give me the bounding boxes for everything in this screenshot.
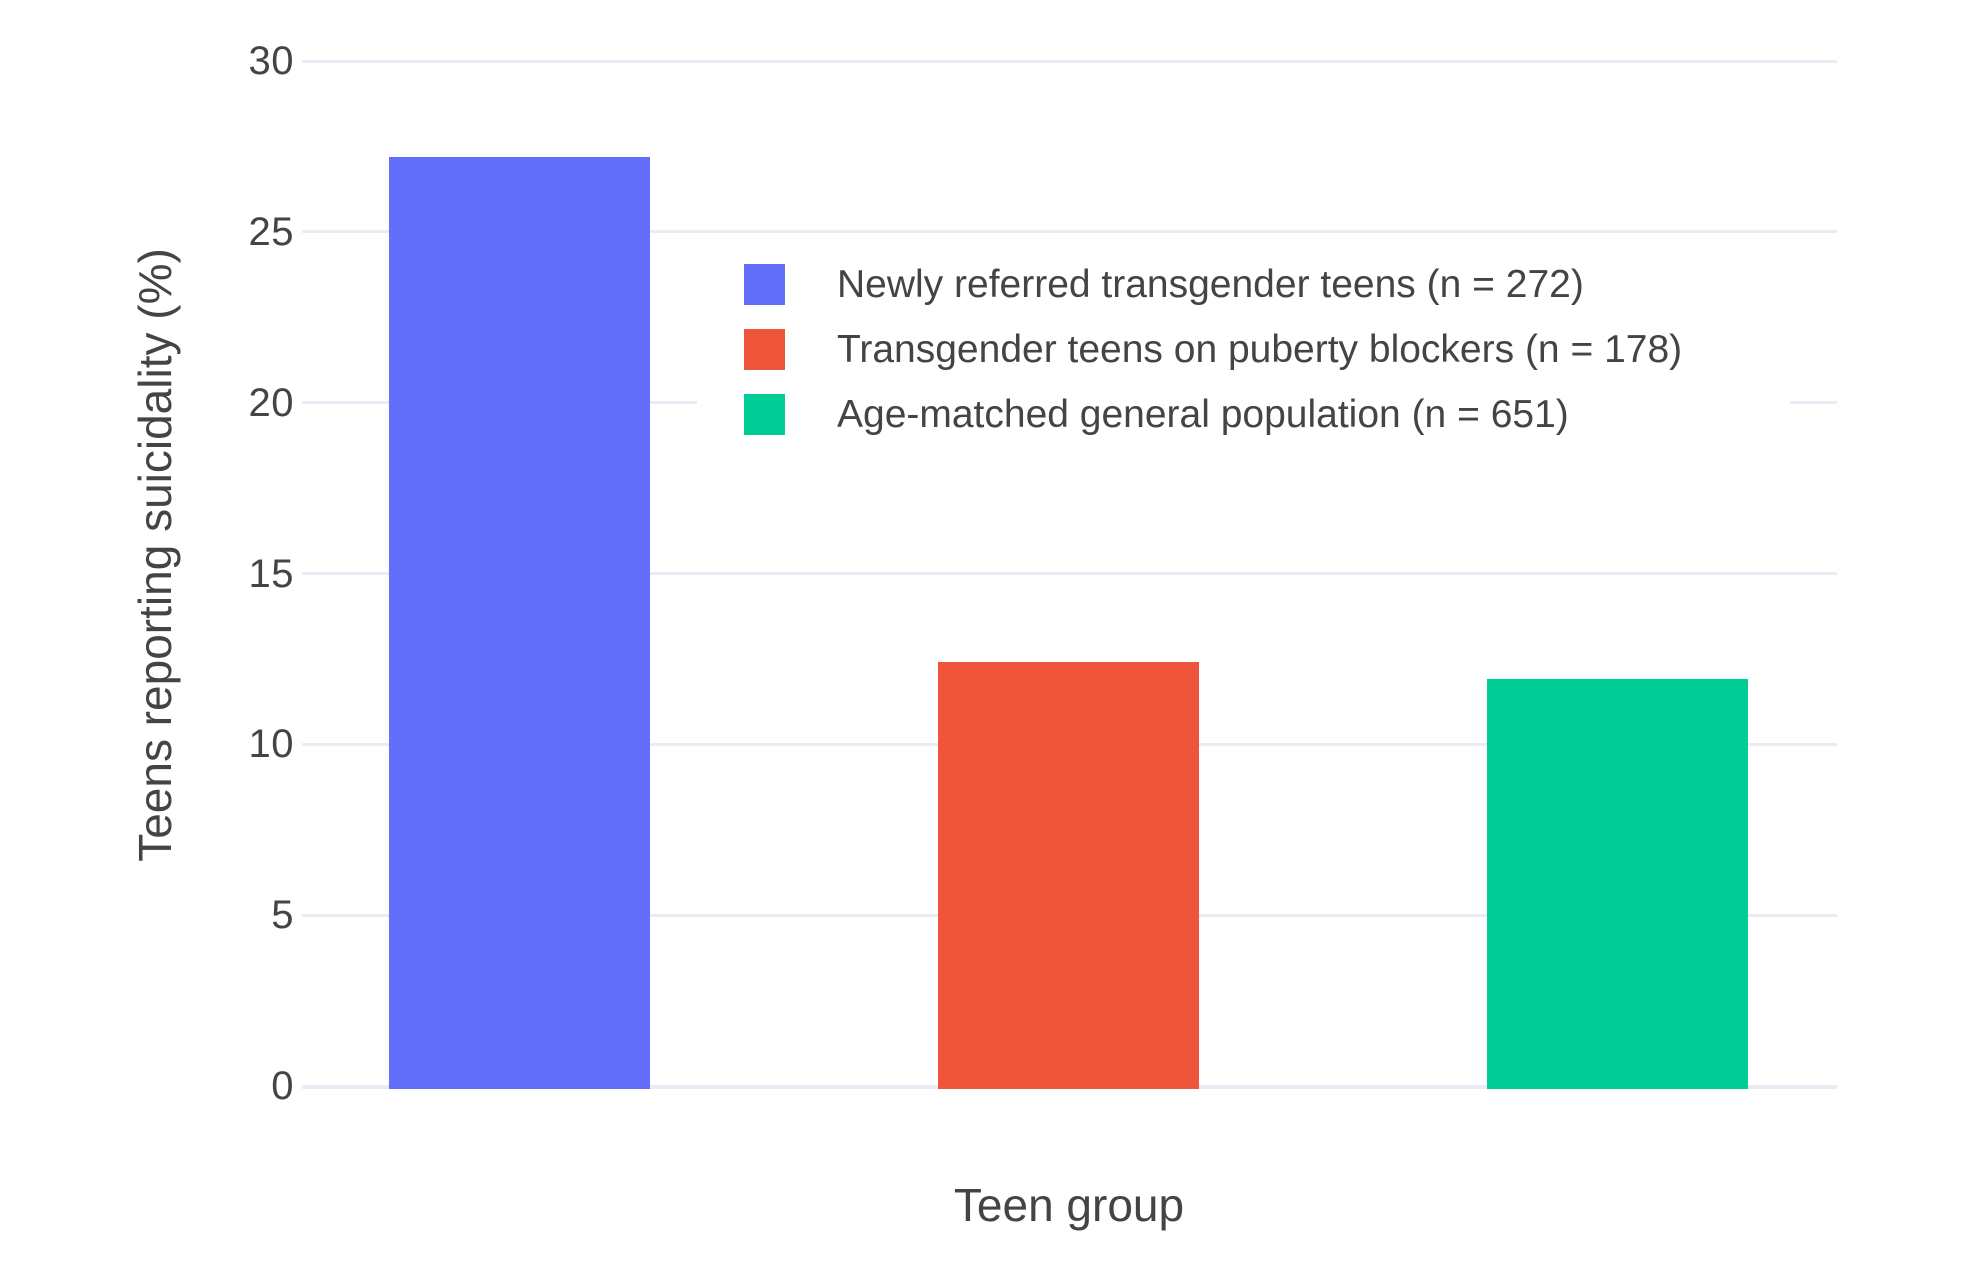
y-tick-label-5: 5 [271, 893, 294, 938]
y-tick-label-30: 30 [248, 39, 294, 83]
y-tick-label-15: 15 [248, 551, 294, 596]
gridline-y-30 [302, 59, 1837, 63]
legend-label: Newly referred transgender teens (n = 27… [837, 263, 1584, 306]
legend-swatch-icon [744, 394, 785, 435]
legend: Newly referred transgender teens (n = 27… [697, 240, 1790, 460]
y-tick-label-20: 20 [248, 380, 294, 425]
bars-layer [302, 0, 1837, 1269]
y-tick-label-0: 0 [271, 1064, 294, 1108]
legend-item-1[interactable]: Transgender teens on puberty blockers (n… [697, 329, 1790, 370]
y-tick-label-10: 10 [248, 722, 294, 767]
y-axis-title: Teens reporting suicidality (%) [129, 248, 181, 862]
legend-swatch-icon [744, 329, 785, 370]
y-tick-label-25: 25 [248, 209, 294, 254]
legend-item-2[interactable]: Age-matched general population (n = 651) [697, 394, 1790, 435]
gridline-y-25 [302, 230, 1837, 234]
legend-label: Age-matched general population (n = 651) [837, 393, 1569, 436]
legend-item-0[interactable]: Newly referred transgender teens (n = 27… [697, 264, 1790, 305]
legend-label: Transgender teens on puberty blockers (n… [837, 328, 1683, 371]
bar-newly-referred[interactable] [389, 156, 650, 1089]
bar-puberty-blockers[interactable] [938, 662, 1199, 1089]
bar-general-population[interactable] [1487, 679, 1748, 1089]
legend-swatch-icon [744, 264, 785, 305]
y-axis-tick-labels: 0 5 10 15 20 25 30 [0, 0, 294, 1269]
gridline-y-15 [302, 572, 1837, 575]
x-axis-title: Teen group [953, 1179, 1185, 1231]
